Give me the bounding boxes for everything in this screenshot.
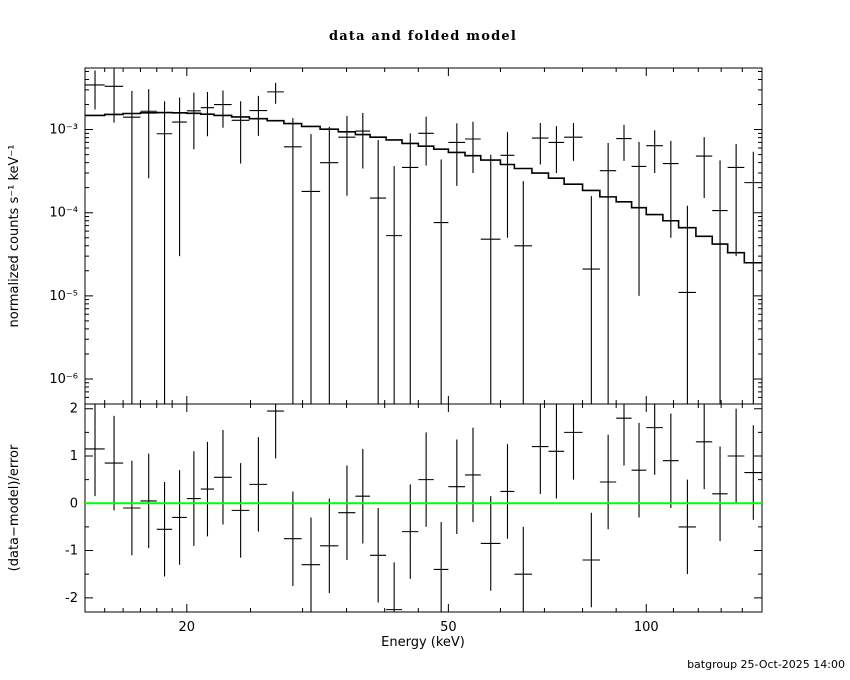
top-y-tick-label: 10⁻⁴: [49, 206, 78, 221]
x-tick-label: 100: [634, 620, 659, 635]
bottom-y-axis-label: (data−model)/error: [7, 444, 22, 571]
top-panel-frame: [84, 67, 763, 405]
top-y-tick-label: 10⁻³: [49, 123, 78, 138]
bottom-y-tick-label: -1: [65, 544, 78, 559]
top-y-axis-label: normalized counts s⁻¹ keV⁻¹: [7, 145, 22, 328]
model-step-line: [85, 111, 762, 264]
residual-panel-data: [85, 404, 762, 612]
residual-error-bars: [85, 404, 762, 612]
top-y-tick-label: 10⁻⁵: [49, 289, 78, 304]
bottom-y-tick-label: -2: [65, 591, 78, 606]
bottom-y-tick-label: 0: [70, 496, 78, 511]
data-error-bars: [85, 68, 762, 404]
residual-panel-frame: [84, 403, 763, 613]
x-tick-label: 20: [179, 620, 196, 635]
x-tick-label: 50: [440, 620, 457, 635]
bottom-y-tick-label: 1: [70, 449, 78, 464]
tick-labels: 10⁻³ 10⁻⁴ 10⁻⁵ 10⁻⁶ -2 -1 0 1 2 20 50 100: [49, 123, 658, 635]
top-panel-data: [85, 68, 762, 404]
plot-title: data and folded model: [329, 29, 517, 44]
tick-marks: [85, 68, 763, 612]
bottom-y-tick-label: 2: [70, 402, 78, 417]
timestamp-label: batgroup 25-Oct-2025 14:00: [687, 658, 845, 671]
axes-layer: [84, 67, 763, 613]
top-y-tick-label: 10⁻⁶: [49, 372, 78, 387]
x-axis-label: Energy (keV): [381, 635, 465, 650]
